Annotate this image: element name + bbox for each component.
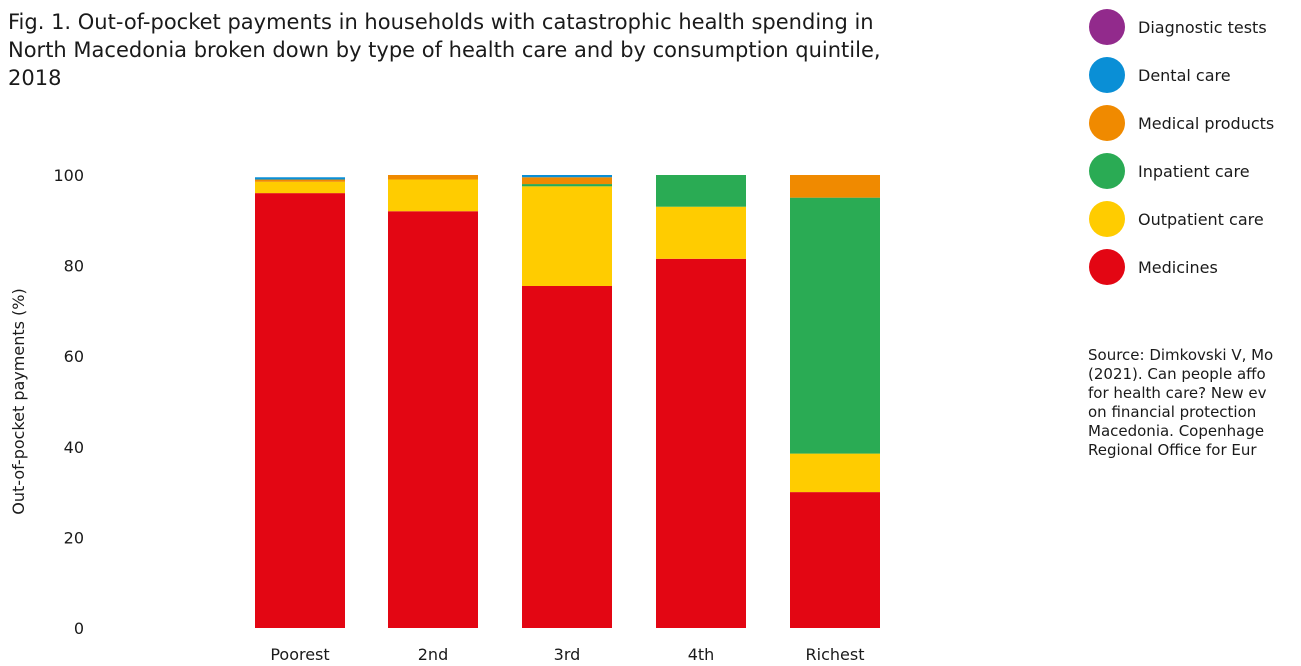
source-line: on financial protection (1088, 403, 1257, 421)
bar-stack-3rd (522, 175, 612, 628)
bar-segment (522, 184, 612, 187)
bar-segment (790, 453, 880, 493)
legend-label: Dental care (1138, 65, 1231, 85)
legend-swatch (1089, 57, 1125, 93)
legend-label: Inpatient care (1138, 161, 1250, 181)
legend-item: Medical products (1089, 104, 1274, 142)
bar-segment (790, 492, 880, 628)
bar-segment (388, 179, 478, 212)
bar-segment (522, 186, 612, 286)
legend-item: Diagnostic tests (1089, 8, 1274, 46)
bar-segment (522, 175, 612, 178)
bar-segment (255, 193, 345, 628)
chart-title: Fig. 1. Out-of-pocket payments in househ… (8, 10, 881, 90)
bar-segment (522, 177, 612, 185)
bar-segment (656, 206, 746, 259)
bar-segment (255, 179, 345, 182)
x-category-label: 2nd (418, 645, 448, 664)
bar-stack-poorest (255, 177, 345, 628)
x-category-label: Poorest (270, 645, 329, 664)
bar-segment (255, 177, 345, 180)
source-line: Regional Office for Eur (1088, 441, 1257, 459)
bar-segment (388, 175, 478, 180)
y-tick-label: 40 (64, 438, 84, 457)
legend-swatch (1089, 105, 1125, 141)
legend-swatch (1089, 9, 1125, 45)
source-note-clip: Source: Dimkovski V, Mo (2021). Can peopl… (1088, 340, 1301, 480)
legend-item: Inpatient care (1089, 152, 1274, 190)
source-line: (2021). Can people affo (1088, 365, 1266, 383)
legend-label: Medical products (1138, 113, 1275, 133)
legend-item: Outpatient care (1089, 200, 1274, 238)
bar-segment (790, 175, 880, 198)
y-axis-label: Out-of-pocket payments (%) (9, 288, 28, 514)
legend-item: Dental care (1089, 56, 1274, 94)
stacked-bar-chart: 0 20 40 60 80 100 Out-of-pocket payments (%) Po… (9, 166, 880, 664)
bar-segment (255, 181, 345, 194)
legend-label: Diagnostic tests (1138, 17, 1267, 37)
y-tick-label: 20 (64, 528, 84, 547)
bar-stack-4th (656, 175, 746, 628)
bar-segment (522, 285, 612, 628)
legend-swatch (1089, 153, 1125, 189)
x-category-label: 4th (688, 645, 715, 664)
bar-segment (388, 211, 478, 629)
legend-item: Medicines (1089, 248, 1274, 286)
bar-segment (790, 197, 880, 454)
y-tick-label: 60 (64, 347, 84, 366)
legend-swatch (1089, 201, 1125, 237)
bar-segment (656, 258, 746, 628)
y-tick-label: 100 (53, 166, 84, 185)
legend-swatch (1089, 249, 1125, 285)
x-category-label: Richest (806, 645, 865, 664)
bar-segment (656, 175, 746, 207)
bar-stack-2nd (388, 175, 478, 629)
source-line: Macedonia. Copenhage (1088, 422, 1265, 440)
source-line: for health care? New ev (1088, 384, 1267, 402)
y-tick-label: 0 (74, 619, 84, 638)
y-tick-label: 80 (64, 257, 84, 276)
chart-legend: Diagnostic tests Dental care Medical produ… (1089, 8, 1274, 296)
bar-stack-richest (790, 175, 880, 628)
legend-label: Outpatient care (1138, 209, 1264, 229)
legend-label: Medicines (1138, 257, 1218, 277)
x-category-label: 3rd (554, 645, 581, 664)
source-line: Source: Dimkovski V, Mo (1088, 346, 1274, 364)
source-note: Source: Dimkovski V, Mo (2021). Can peopl… (1088, 346, 1301, 460)
